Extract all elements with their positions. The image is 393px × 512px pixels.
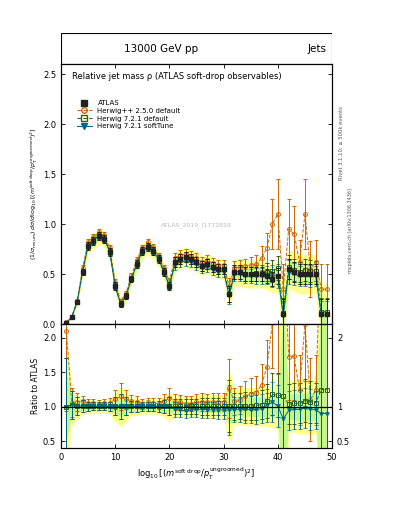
Text: ATLAS_2019_I1772819: ATLAS_2019_I1772819 (161, 222, 232, 228)
Text: 13000 GeV pp: 13000 GeV pp (124, 44, 198, 54)
Text: Rivet 3.1.10; ≥ 500k events: Rivet 3.1.10; ≥ 500k events (339, 106, 344, 180)
Text: Relative jet mass ρ (ATLAS soft-drop observables): Relative jet mass ρ (ATLAS soft-drop obs… (72, 72, 281, 81)
Y-axis label: Ratio to ATLAS: Ratio to ATLAS (31, 358, 40, 414)
Legend: ATLAS, Herwig++ 2.5.0 default, Herwig 7.2.1 default, Herwig 7.2.1 softTune: ATLAS, Herwig++ 2.5.0 default, Herwig 7.… (75, 99, 182, 131)
Text: Jets: Jets (308, 44, 327, 54)
Text: mcplots.cern.ch [arXiv:1306.3436]: mcplots.cern.ch [arXiv:1306.3436] (348, 188, 353, 273)
Y-axis label: $(1/\sigma_{\rm resum})$ $d\sigma/d\log_{10}[(m^{\rm soft\,drop}/p_{\rm T}^{\rm : $(1/\sigma_{\rm resum})$ $d\sigma/d\log_… (29, 128, 40, 260)
X-axis label: $\log_{10}[(m^{\rm soft\ drop}/p_{\rm T}^{\rm ungroomed})^2]$: $\log_{10}[(m^{\rm soft\ drop}/p_{\rm T}… (138, 466, 255, 482)
